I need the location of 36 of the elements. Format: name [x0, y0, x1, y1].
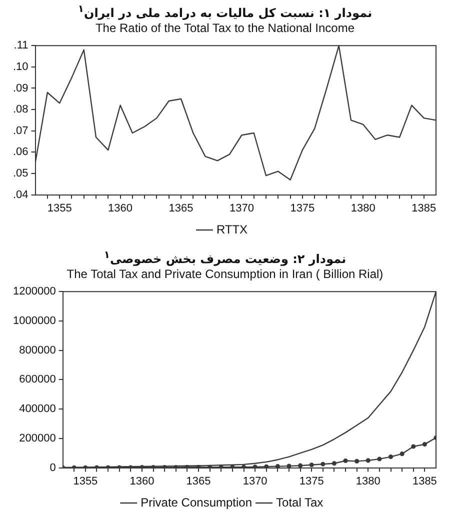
y-tick-label: 200000	[19, 432, 56, 444]
x-tick-label: 1385	[412, 202, 436, 214]
y-tick-label: 400000	[19, 403, 56, 416]
x-tick-label: 1355	[73, 475, 98, 488]
x-tick-label: 1365	[168, 202, 194, 214]
chart-subtitle: The Total Tax and Private Consumption in Iran ( Billion Rial)	[66, 266, 384, 282]
chart-subtitle: The Ratio of the Total Tax to the National Income	[94, 20, 356, 36]
y-tick-label: 0	[50, 462, 56, 474]
y-tick-label: .08	[12, 104, 28, 116]
y-tick-label: 800000	[19, 344, 56, 356]
y-tick-label: .05	[12, 168, 28, 180]
y-tick-label: 1000000	[12, 315, 56, 327]
x-tick-label: 1385	[412, 475, 437, 488]
y-tick-label: .06	[12, 146, 28, 158]
x-tick-label: 1375	[299, 475, 324, 488]
x-tick-label: 1360	[108, 202, 133, 214]
legend-label: Total Tax	[276, 495, 324, 510]
y-tick-label: 1200000	[12, 286, 56, 298]
chart-title: نمودار ۲: وضعیت مصرف بخش خصوصی$^{۱}$	[102, 249, 348, 266]
chart-title: نمودار ۱: نسبت کل مالیات به درامد ملی در ایران$^{۱}$	[76, 3, 374, 20]
x-tick-label: 1370	[229, 202, 254, 214]
x-tick-label: 1380	[350, 202, 376, 214]
y-tick-label: .09	[12, 82, 28, 94]
legend-label: RTTX	[216, 222, 248, 236]
x-tick-label: 1360	[130, 475, 154, 488]
y-tick-label: 600000	[19, 374, 56, 386]
x-tick-label: 1370	[242, 475, 268, 488]
y-tick-label: .07	[12, 124, 28, 137]
y-tick-label: .04	[12, 188, 28, 201]
x-tick-label: 1380	[356, 475, 380, 488]
y-tick-label: .11	[14, 40, 28, 52]
y-tick-label: .10	[12, 60, 28, 73]
x-tick-label: 1355	[47, 202, 72, 214]
legend-label: Private Consumption	[140, 495, 252, 510]
x-tick-label: 1365	[186, 475, 211, 488]
x-tick-label: 1375	[290, 202, 315, 214]
